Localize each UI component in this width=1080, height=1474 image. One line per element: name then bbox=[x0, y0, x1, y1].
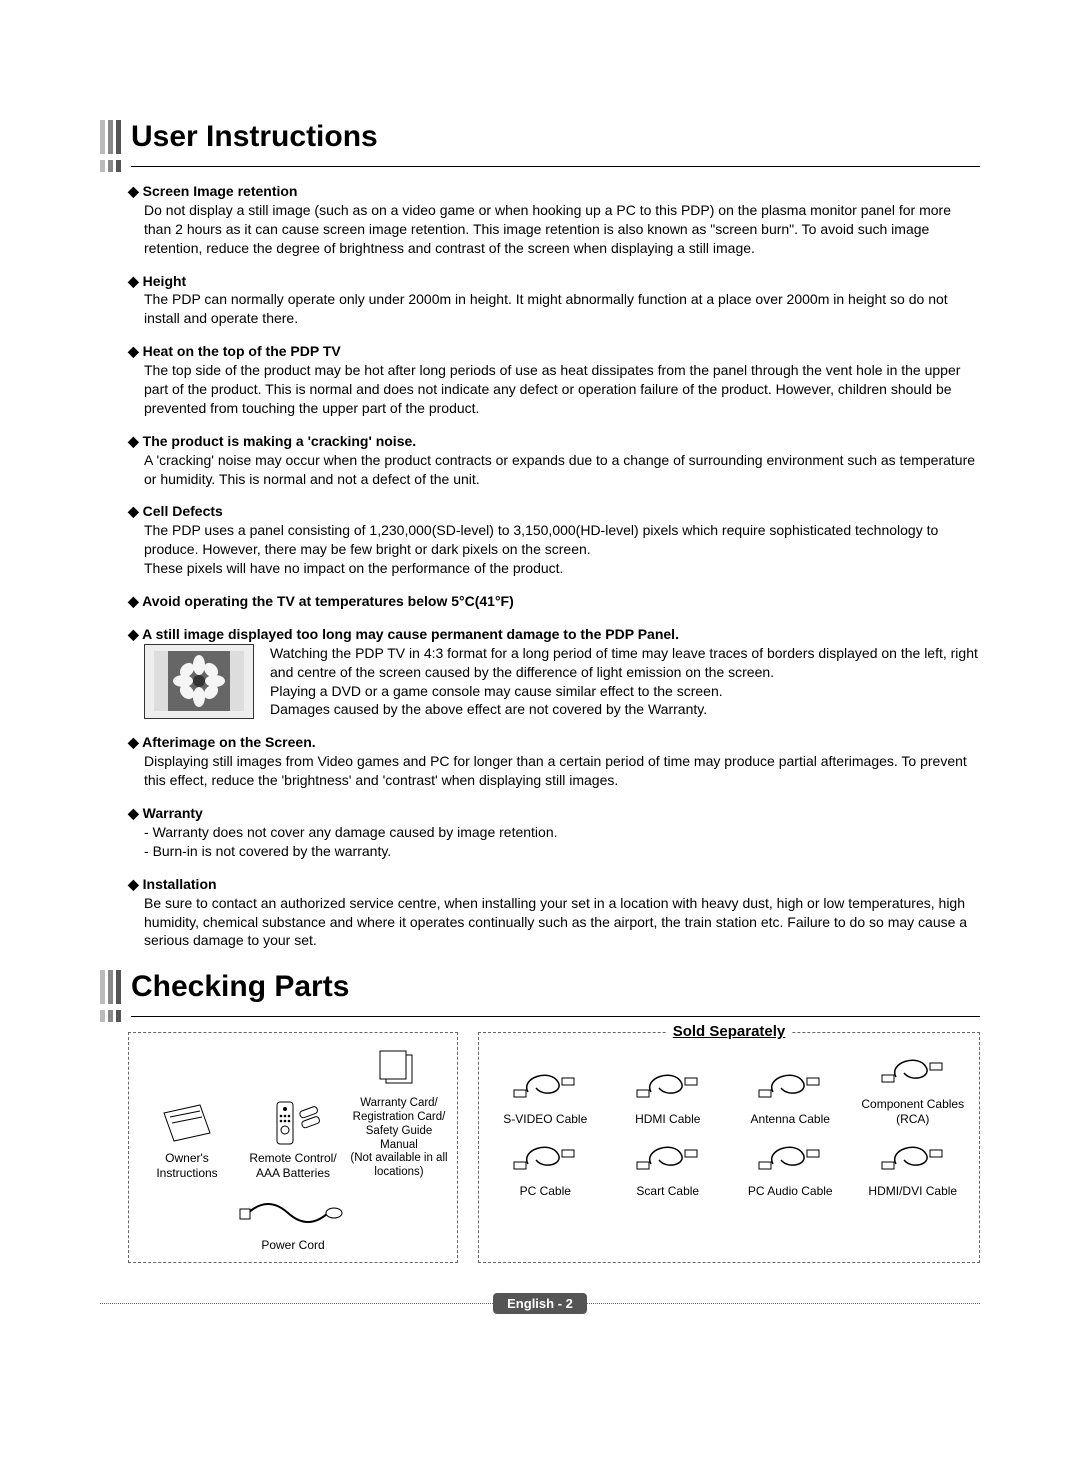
item-body-line: Playing a DVD or a game console may caus… bbox=[270, 682, 980, 701]
part-power-cord: Power Cord bbox=[137, 1186, 449, 1252]
item-afterimage: Afterimage on the Screen. Displaying sti… bbox=[128, 733, 980, 790]
part-label: S-VIDEO Cable bbox=[503, 1112, 587, 1126]
cable-round-icon bbox=[510, 1060, 580, 1108]
cable-scart-icon bbox=[633, 1132, 703, 1180]
sold-separately-title: Sold Separately bbox=[667, 1023, 792, 1040]
item-body-line: Damages caused by the above effect are n… bbox=[270, 700, 980, 719]
sold-separately-box: Sold Separately S-VIDEO CableHDMI CableA… bbox=[478, 1032, 980, 1263]
item-title: Screen Image retention bbox=[128, 182, 980, 201]
heading-title: User Instructions bbox=[131, 120, 378, 154]
item-title: Warranty bbox=[128, 804, 980, 823]
heading-bars-icon bbox=[100, 120, 121, 154]
heading-rule bbox=[100, 1010, 980, 1022]
part-s-video-cable: S-VIDEO Cable bbox=[487, 1060, 604, 1126]
cable-audio-icon bbox=[755, 1132, 825, 1180]
item-title: Heat on the top of the PDP TV bbox=[128, 342, 980, 361]
item-dash: - Burn-in is not covered by the warranty… bbox=[144, 842, 980, 861]
cards-icon bbox=[374, 1045, 424, 1093]
item-body: A 'cracking' noise may occur when the pr… bbox=[144, 451, 980, 489]
cable-hdmi-icon bbox=[878, 1132, 948, 1180]
part-label: Warranty Card/ Registration Card/ Safety… bbox=[349, 1097, 449, 1180]
item-cell-defects: Cell Defects The PDP uses a panel consis… bbox=[128, 502, 980, 578]
heading-bars-icon bbox=[100, 970, 121, 1004]
part-pc-cable: PC Cable bbox=[487, 1132, 604, 1198]
part-label: Scart Cable bbox=[636, 1184, 699, 1198]
item-screen-image-retention: Screen Image retention Do not display a … bbox=[128, 182, 980, 258]
included-parts-box: Owner's Instructions Remote Control/ AAA… bbox=[128, 1032, 458, 1263]
dash-text: Burn-in is not covered by the warranty. bbox=[153, 843, 392, 859]
part-antenna-cable: Antenna Cable bbox=[732, 1060, 849, 1126]
item-avoid-temp: Avoid operating the TV at temperatures b… bbox=[128, 592, 980, 611]
part-label: Remote Control/ AAA Batteries bbox=[249, 1151, 336, 1180]
page-number-pill: English - 2 bbox=[493, 1293, 587, 1314]
item-warranty: Warranty - Warranty does not cover any d… bbox=[128, 804, 980, 861]
item-still-image: A still image displayed too long may cau… bbox=[128, 625, 980, 719]
part-label: Power Cord bbox=[261, 1238, 324, 1252]
section-heading-checking-parts: Checking Parts bbox=[100, 970, 980, 1004]
item-dash: - Warranty does not cover any damage cau… bbox=[144, 823, 980, 842]
part-label: Antenna Cable bbox=[751, 1112, 830, 1126]
item-body: Displaying still images from Video games… bbox=[144, 752, 980, 790]
part-remote: Remote Control/ AAA Batteries bbox=[243, 1099, 343, 1180]
item-installation: Installation Be sure to contact an autho… bbox=[128, 875, 980, 951]
heading-rule bbox=[100, 160, 980, 172]
part-component-cables-rca-: Component Cables (RCA) bbox=[855, 1045, 972, 1126]
item-title: Avoid operating the TV at temperatures b… bbox=[128, 592, 980, 611]
page-footer: English - 2 bbox=[100, 1293, 980, 1314]
cable-coil-icon bbox=[633, 1060, 703, 1108]
part-label: PC Cable bbox=[520, 1184, 571, 1198]
section-heading-user-instructions: User Instructions bbox=[100, 120, 980, 154]
part-hdmi-dvi-cable: HDMI/DVI Cable bbox=[855, 1132, 972, 1198]
item-cracking-noise: The product is making a 'cracking' noise… bbox=[128, 432, 980, 489]
item-body: Be sure to contact an authorized service… bbox=[144, 894, 980, 951]
manual-icon bbox=[160, 1099, 214, 1147]
remote-icon bbox=[263, 1099, 323, 1147]
item-title: A still image displayed too long may cau… bbox=[128, 625, 980, 644]
power-cord-icon bbox=[238, 1186, 348, 1234]
item-title: Height bbox=[128, 272, 980, 291]
item-title: Installation bbox=[128, 875, 980, 894]
item-body: The top side of the product may be hot a… bbox=[144, 361, 980, 418]
part-label: PC Audio Cable bbox=[748, 1184, 833, 1198]
part-label: Owner's Instructions bbox=[156, 1151, 217, 1180]
item-title: The product is making a 'cracking' noise… bbox=[128, 432, 980, 451]
part-label: HDMI Cable bbox=[635, 1112, 700, 1126]
dash-text: Warranty does not cover any damage cause… bbox=[153, 824, 558, 840]
part-warranty-cards: Warranty Card/ Registration Card/ Safety… bbox=[349, 1045, 449, 1180]
item-body: The PDP uses a panel consisting of 1,230… bbox=[144, 521, 980, 578]
part-label: Component Cables (RCA) bbox=[861, 1097, 964, 1126]
user-instructions-body: Screen Image retention Do not display a … bbox=[128, 182, 980, 950]
item-body-line: Watching the PDP TV in 4:3 format for a … bbox=[270, 644, 980, 682]
item-body: The PDP can normally operate only under … bbox=[144, 290, 980, 328]
part-owners-instructions: Owner's Instructions bbox=[137, 1099, 237, 1180]
item-body: Do not display a still image (such as on… bbox=[144, 201, 980, 258]
flower-illustration-icon bbox=[144, 644, 254, 719]
part-hdmi-cable: HDMI Cable bbox=[610, 1060, 727, 1126]
cable-loop-icon bbox=[755, 1060, 825, 1108]
part-scart-cable: Scart Cable bbox=[610, 1132, 727, 1198]
checking-parts-body: Owner's Instructions Remote Control/ AAA… bbox=[128, 1032, 980, 1263]
item-heat: Heat on the top of the PDP TV The top si… bbox=[128, 342, 980, 418]
cable-rca-icon bbox=[878, 1045, 948, 1093]
item-title: Afterimage on the Screen. bbox=[128, 733, 980, 752]
heading-title: Checking Parts bbox=[131, 970, 349, 1004]
part-label: HDMI/DVI Cable bbox=[868, 1184, 957, 1198]
cable-pc-icon bbox=[510, 1132, 580, 1180]
item-title: Cell Defects bbox=[128, 502, 980, 521]
item-height: Height The PDP can normally operate only… bbox=[128, 272, 980, 329]
part-pc-audio-cable: PC Audio Cable bbox=[732, 1132, 849, 1198]
